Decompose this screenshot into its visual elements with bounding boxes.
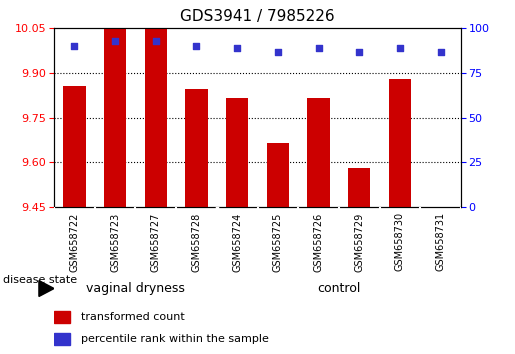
Text: GSM658724: GSM658724: [232, 212, 242, 272]
Bar: [104, 28, 126, 207]
Text: GSM658722: GSM658722: [70, 212, 79, 272]
Text: GSM658726: GSM658726: [314, 212, 323, 272]
Text: GSM658727: GSM658727: [151, 212, 161, 272]
Point: [314, 45, 322, 51]
Point: [274, 49, 282, 55]
Point: [355, 49, 363, 55]
Text: control: control: [317, 282, 360, 295]
Text: GSM658729: GSM658729: [354, 212, 364, 272]
Text: transformed count: transformed count: [80, 312, 184, 322]
Bar: [307, 98, 330, 207]
Text: percentile rank within the sample: percentile rank within the sample: [80, 335, 268, 344]
Bar: [63, 86, 85, 207]
Bar: [185, 90, 208, 207]
Text: GSM658725: GSM658725: [273, 212, 283, 272]
Bar: [226, 98, 248, 207]
Text: disease state: disease state: [3, 275, 77, 285]
Bar: [267, 143, 289, 207]
Bar: [54, 333, 71, 346]
Bar: [348, 169, 370, 207]
Point: [111, 38, 119, 44]
Bar: [145, 28, 167, 207]
Bar: [389, 79, 411, 207]
Point: [192, 43, 200, 49]
Text: GSM658731: GSM658731: [436, 212, 445, 272]
Point: [233, 45, 241, 51]
Title: GDS3941 / 7985226: GDS3941 / 7985226: [180, 9, 335, 24]
Point: [396, 45, 404, 51]
Text: GSM658730: GSM658730: [395, 212, 405, 272]
Polygon shape: [39, 280, 54, 297]
Point: [151, 38, 160, 44]
Point: [70, 43, 78, 49]
Point: [436, 49, 444, 55]
Text: vaginal dryness: vaginal dryness: [86, 282, 185, 295]
Text: GSM658723: GSM658723: [110, 212, 120, 272]
Text: GSM658728: GSM658728: [192, 212, 201, 272]
Bar: [54, 311, 71, 323]
